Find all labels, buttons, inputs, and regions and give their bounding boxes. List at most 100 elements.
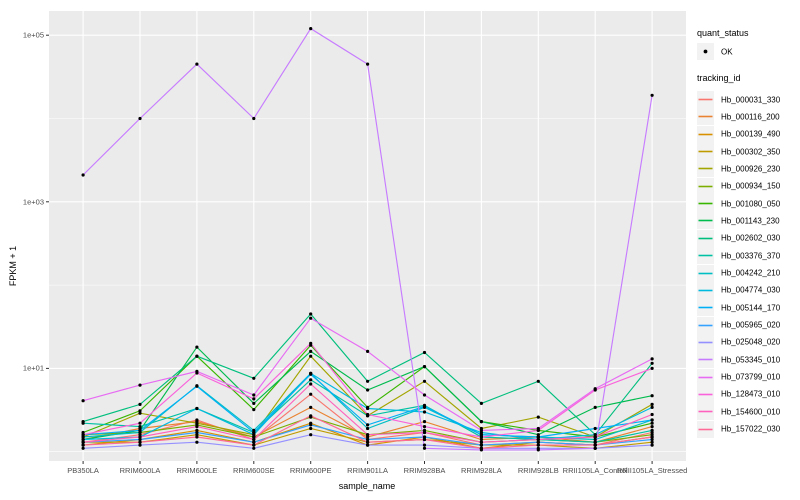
- data-point-ok: [195, 354, 199, 358]
- data-point-ok: [422, 443, 427, 447]
- data-point-ok: [593, 437, 597, 442]
- data-point-ok: [536, 415, 540, 419]
- data-point-ok: [366, 62, 370, 66]
- data-point-ok: [536, 440, 540, 444]
- data-point-ok: [536, 448, 540, 452]
- data-point-ok: [195, 384, 199, 388]
- legend-key-line-icon: [697, 108, 714, 126]
- legend-label-Hb_005144_170: Hb_005144_170: [721, 303, 781, 313]
- data-point-ok: [422, 420, 427, 424]
- legend-title-quant-status: quant_status: [697, 28, 749, 38]
- legend-title-tracking-id: tracking_id: [697, 73, 741, 83]
- legend-label-Hb_001080_050: Hb_001080_050: [721, 199, 781, 209]
- data-point-ok: [309, 349, 313, 353]
- legend-label-Hb_025048_020: Hb_025048_020: [721, 337, 781, 347]
- data-point-ok: [366, 423, 370, 427]
- data-point-ok: [138, 433, 142, 437]
- data-point-ok: [138, 421, 142, 425]
- data-point-ok: [138, 425, 142, 429]
- data-point-ok: [81, 443, 85, 447]
- legend-key-line-icon: [697, 212, 714, 230]
- data-point-ok: [422, 446, 427, 450]
- legend-label-Hb_000302_350: Hb_000302_350: [721, 147, 781, 157]
- data-point-ok: [422, 430, 427, 435]
- data-point-ok: [650, 443, 654, 447]
- x-tick-label-RRIM928LA: RRIM928LA: [460, 466, 502, 475]
- data-point-ok: [366, 437, 370, 442]
- legend-label-Hb_000031_330: Hb_000031_330: [721, 95, 781, 104]
- legend-label-Hb_000926_230: Hb_000926_230: [721, 164, 781, 174]
- data-point-ok: [422, 404, 427, 408]
- data-point-ok: [81, 435, 85, 439]
- data-point-ok: [252, 376, 256, 380]
- data-point-ok: [252, 393, 256, 397]
- legend-key-line-icon: [697, 247, 714, 265]
- data-point-ok: [366, 379, 370, 383]
- legend-label-Hb_154600_010: Hb_154600_010: [721, 407, 781, 417]
- legend-key-line-icon: [697, 420, 714, 438]
- data-point-ok: [195, 62, 199, 66]
- data-point-ok: [195, 440, 199, 444]
- data-point-ok: [252, 433, 256, 437]
- data-point-ok: [252, 116, 256, 121]
- data-point-ok: [195, 435, 199, 439]
- y-tick-label: 1e+05: [22, 30, 44, 40]
- data-point-ok: [479, 420, 483, 424]
- data-point-ok: [422, 393, 427, 397]
- data-point-ok: [422, 437, 427, 442]
- data-point-ok: [422, 410, 427, 414]
- data-point-ok: [479, 446, 483, 450]
- legend-label-Hb_002602_030: Hb_002602_030: [721, 233, 781, 243]
- data-point-ok: [252, 443, 256, 447]
- data-point-ok: [81, 421, 85, 425]
- data-point-ok: [366, 406, 370, 411]
- data-point-ok: [479, 401, 483, 405]
- data-point-ok: [593, 426, 597, 431]
- data-point-ok: [650, 361, 654, 365]
- data-point-ok: [309, 414, 313, 418]
- x-tick-label-RRIM600LE: RRIM600LE: [176, 466, 218, 475]
- x-tick-label-RRII105LA_Control: RRII105LA_Control: [562, 466, 628, 475]
- legend-label-Hb_004774_030: Hb_004774_030: [721, 285, 781, 295]
- data-point-ok: [195, 406, 199, 411]
- data-point-ok: [650, 425, 654, 429]
- data-point-ok: [138, 435, 142, 439]
- data-point-ok: [650, 93, 654, 97]
- data-point-ok: [252, 437, 256, 442]
- data-point-ok: [81, 437, 85, 442]
- legend-key-line-icon: [697, 351, 714, 369]
- data-point-ok: [252, 401, 256, 405]
- data-point-ok: [252, 397, 256, 401]
- legend-label-Hb_005965_020: Hb_005965_020: [721, 320, 781, 330]
- data-point-ok: [81, 173, 85, 177]
- legend-label-Hb_053345_010: Hb_053345_010: [721, 355, 781, 365]
- legend-label-Hb_157022_030: Hb_157022_030: [721, 424, 781, 434]
- data-point-ok: [309, 312, 313, 316]
- data-point-ok: [252, 430, 256, 435]
- data-point-ok: [536, 433, 540, 437]
- legend-label-Hb_001143_230: Hb_001143_230: [721, 216, 780, 226]
- data-point-ok: [195, 433, 199, 437]
- data-point-ok: [366, 443, 370, 447]
- data-point-ok: [650, 433, 654, 437]
- data-point-ok: [479, 433, 483, 437]
- data-point-ok: [309, 426, 313, 431]
- data-point-ok: [536, 443, 540, 447]
- data-point-ok: [593, 440, 597, 444]
- data-point-ok: [536, 379, 540, 383]
- legend-label-ok: OK: [721, 47, 733, 56]
- legend-key-line-icon: [697, 281, 714, 299]
- data-point-ok: [81, 440, 85, 444]
- legend-label-Hb_000139_490: Hb_000139_490: [721, 129, 781, 139]
- x-tick-label-RRIM928LB: RRIM928LB: [517, 466, 559, 475]
- data-point-ok: [366, 440, 370, 444]
- data-point-ok: [138, 437, 142, 442]
- data-point-ok: [422, 435, 427, 439]
- legend-key-line-icon: [697, 125, 714, 143]
- legend-label-Hb_073799_010: Hb_073799_010: [721, 372, 781, 382]
- legend-label-Hb_000116_200: Hb_000116_200: [721, 112, 780, 122]
- data-point-ok: [536, 437, 540, 442]
- legend-key-line-icon: [697, 160, 714, 178]
- legend-key-point-icon: [697, 43, 714, 60]
- legend-key-line-icon: [697, 403, 714, 421]
